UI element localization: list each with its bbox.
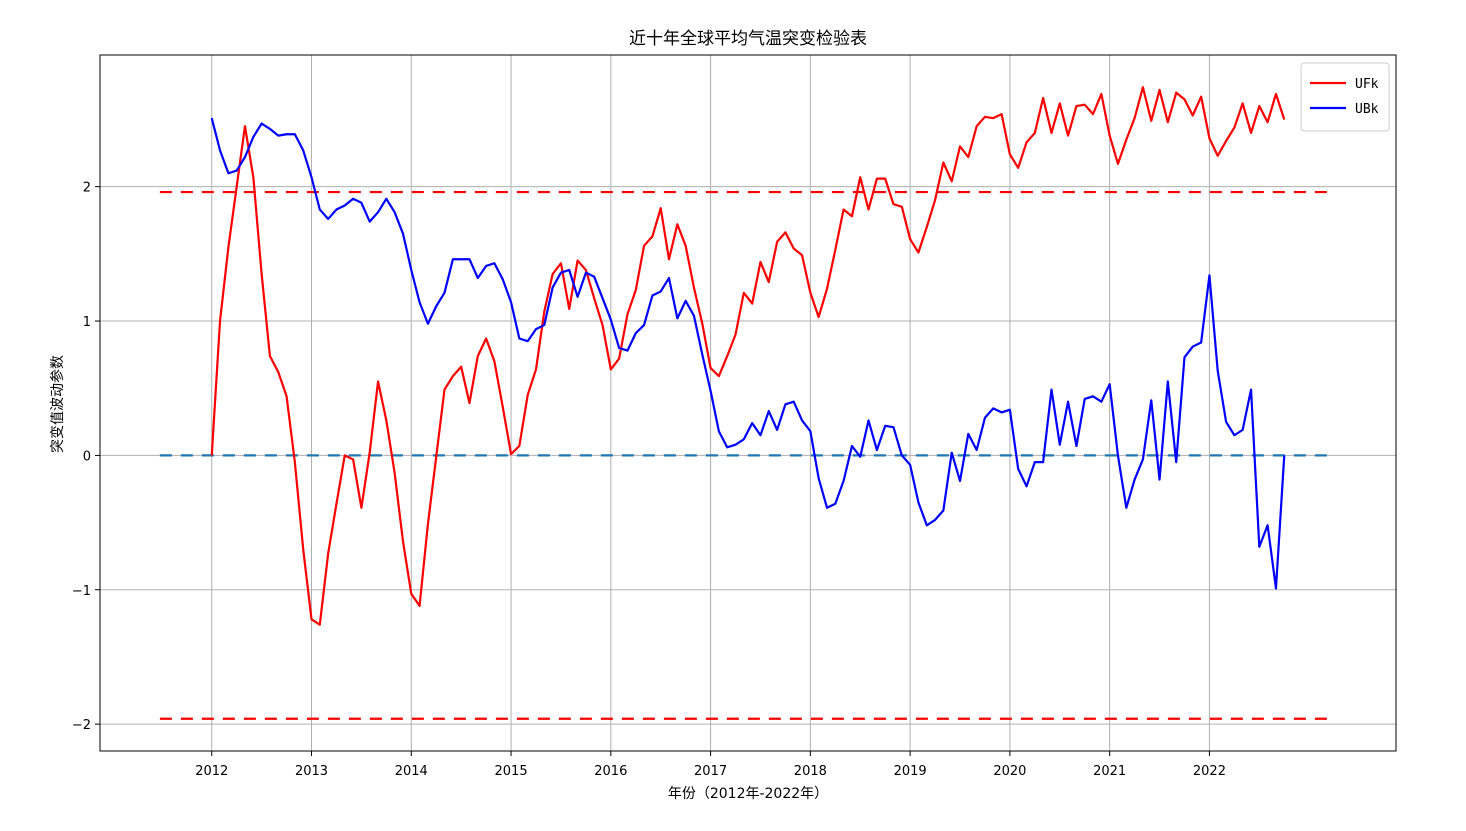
reference-lines — [159, 190, 1330, 720]
legend-box — [1300, 62, 1390, 132]
legend-label: UBk — [1355, 102, 1379, 117]
series-line-ufk — [210, 86, 1286, 626]
x-tick-label: 2021 — [1093, 764, 1126, 779]
x-tick-label: 2019 — [894, 764, 927, 779]
x-tick-label: 2015 — [495, 764, 528, 779]
legend-label: UFk — [1355, 77, 1379, 92]
x-axis-ticks: 2012 2013 2014 2015 2016 2017 2018 2019 2020 2021… — [195, 751, 1226, 779]
y-axis-ticks: −2 −1 0 1 2 — [72, 181, 100, 733]
x-tick-label: 2022 — [1193, 764, 1226, 779]
y-tick-label: 2 — [83, 181, 91, 196]
x-tick-label: 2016 — [594, 764, 627, 779]
x-tick-label: 2014 — [395, 764, 428, 779]
plot-frame — [99, 54, 1397, 752]
y-tick-label: 0 — [83, 449, 91, 464]
series-line-ubk — [210, 117, 1286, 590]
y-axis-title: 突变值波动参数 — [49, 355, 66, 453]
chart-title: 近十年全球平均气温突变检验表 — [629, 29, 867, 49]
x-tick-label: 2020 — [993, 764, 1026, 779]
y-tick-label: −1 — [72, 584, 91, 599]
x-tick-label: 2017 — [694, 764, 727, 779]
legend: UFk UBk — [1300, 62, 1390, 132]
x-tick-label: 2018 — [794, 764, 827, 779]
x-tick-label: 2013 — [295, 764, 328, 779]
y-tick-label: −2 — [72, 718, 91, 733]
x-axis-title: 年份（2012年-2022年） — [668, 786, 828, 802]
x-tick-label: 2012 — [195, 764, 228, 779]
y-tick-label: 1 — [83, 315, 91, 330]
grid — [100, 55, 1396, 751]
series-lines — [210, 86, 1286, 626]
